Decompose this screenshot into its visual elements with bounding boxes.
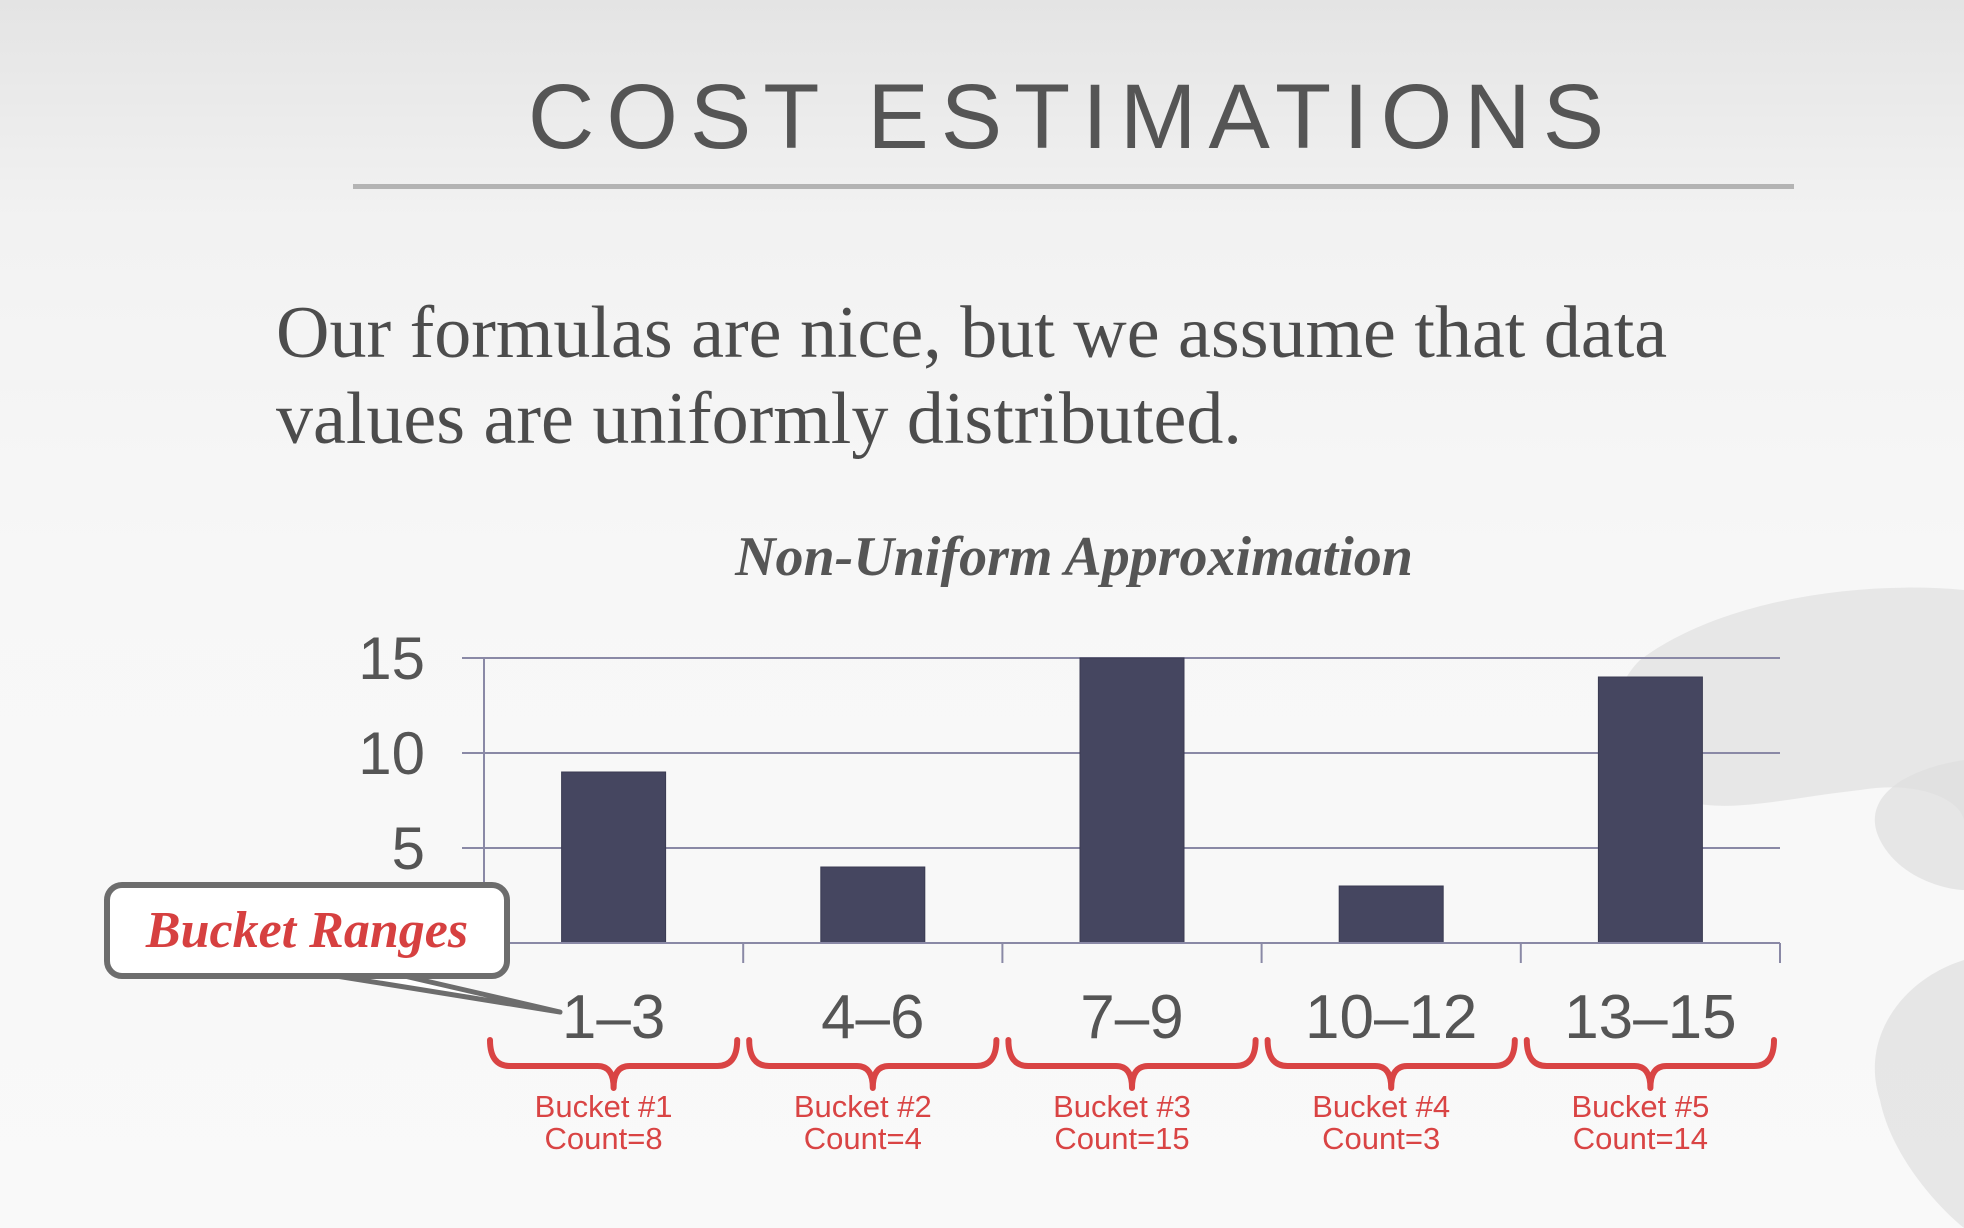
x-tick-label: 4–6 bbox=[821, 983, 924, 1052]
x-tick-label: 13–15 bbox=[1564, 983, 1736, 1052]
callout-pointer bbox=[327, 972, 563, 1015]
bucket-count-label: Count=15 bbox=[1054, 1121, 1189, 1156]
bucket-name-label: Bucket #3 bbox=[1053, 1089, 1191, 1124]
bucket-name-label: Bucket #1 bbox=[535, 1089, 673, 1124]
bucket-braces bbox=[487, 1037, 1777, 1091]
slide-title: COST ESTIMATIONS bbox=[527, 66, 1617, 168]
bar bbox=[1338, 885, 1444, 944]
bar bbox=[1079, 657, 1185, 944]
bucket-name-label: Bucket #4 bbox=[1312, 1089, 1450, 1124]
x-tick-label: 7–9 bbox=[1080, 983, 1183, 1052]
bucket-brace bbox=[1523, 1037, 1777, 1091]
chart-title: Non-Uniform Approximation bbox=[734, 526, 1413, 588]
title-divider bbox=[353, 184, 1794, 189]
bar bbox=[1597, 676, 1703, 944]
y-tick-label: 15 bbox=[358, 625, 425, 692]
y-tick-label: 10 bbox=[358, 720, 425, 787]
bar bbox=[561, 771, 667, 944]
x-axis-category-labels: 1–3 4–6 7–9 10–12 13–15 bbox=[562, 983, 1737, 1052]
bucket-count-label: Count=4 bbox=[804, 1121, 922, 1156]
bucket-count-label: Count=14 bbox=[1573, 1121, 1708, 1156]
bucket-count-label: Count=3 bbox=[1322, 1121, 1440, 1156]
x-tick-label: 10–12 bbox=[1305, 983, 1477, 1052]
body-text-line: values are uniformly distributed. bbox=[276, 378, 1242, 460]
bucket-brace bbox=[746, 1037, 1000, 1091]
chart-bars bbox=[561, 657, 1703, 944]
bucket-brace bbox=[487, 1037, 741, 1091]
bucket-brace bbox=[1264, 1037, 1518, 1091]
x-tick-label: 1–3 bbox=[562, 983, 665, 1052]
bucket-brace bbox=[1005, 1037, 1259, 1091]
y-tick-label: 5 bbox=[392, 815, 425, 882]
bucket-name-label: Bucket #5 bbox=[1571, 1089, 1709, 1124]
body-text-line: Our formulas are nice, but we assume tha… bbox=[276, 292, 1668, 374]
bar bbox=[820, 866, 926, 944]
y-axis-ticks: 5 10 15 bbox=[358, 625, 425, 882]
bucket-name-label: Bucket #2 bbox=[794, 1089, 932, 1124]
bucket-count-label: Count=8 bbox=[545, 1121, 663, 1156]
slide-body-text: Our formulas are nice, but we assume tha… bbox=[276, 290, 1836, 462]
bucket-ranges-callout: Bucket Ranges bbox=[104, 882, 510, 979]
